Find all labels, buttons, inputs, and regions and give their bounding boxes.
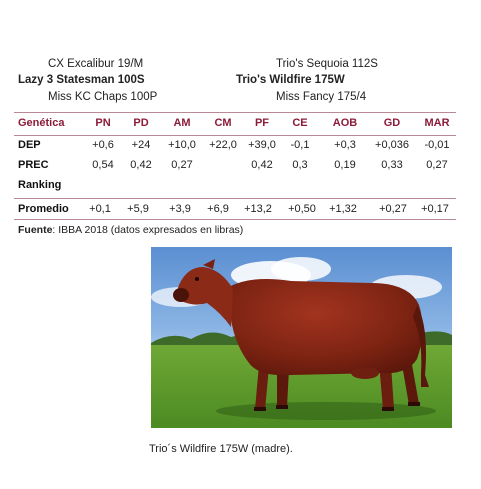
table-cell: +0,036 (375, 139, 409, 151)
header-pf: PF (254, 117, 270, 129)
table-cell: +0,1 (89, 203, 111, 215)
header-mar: MAR (424, 117, 450, 129)
cow-photo (151, 247, 452, 428)
table-cell: +0,3 (334, 139, 356, 151)
header-genetica: Genética (18, 117, 65, 129)
photo-caption: Trio´s Wildfire 175W (madre). (149, 443, 293, 455)
table-cell: 0,42 (251, 159, 273, 171)
header-aob: AOB (332, 117, 358, 129)
table-cell: -0,01 (424, 139, 450, 151)
table-cell: 0,54 (92, 159, 114, 171)
table-cell: +1,32 (329, 203, 357, 215)
table-cell: 0,3 (292, 159, 308, 171)
pedigree-dam-sire: Trio's Sequoia 112S (276, 58, 378, 70)
header-am: AM (173, 117, 191, 129)
header-cm: CM (214, 117, 232, 129)
cow-illustration (151, 257, 452, 428)
table-cell: +5,9 (127, 203, 149, 215)
header-gd: GD (383, 117, 401, 129)
table-cell: +0,50 (288, 203, 316, 215)
row-label: DEP (18, 139, 41, 151)
table-cell: +6,9 (207, 203, 229, 215)
table-cell: +10,0 (168, 139, 196, 151)
row-label: Ranking (18, 179, 62, 191)
table-average-rule (14, 198, 456, 199)
pedigree-dam-dam: Miss Fancy 175/4 (276, 91, 367, 103)
table-average-row: Promedio +0,1 +5,9 +3,9 +6,9 +13,2 +0,50… (0, 203, 481, 219)
pedigree-sire-sire: CX Excalibur 19/M (48, 58, 144, 70)
pedigree-dam: Trio's Wildfire 175W (236, 74, 345, 86)
table-cell: +39,0 (248, 139, 276, 151)
table-cell: 0,27 (171, 159, 193, 171)
table-bottom-rule (14, 219, 456, 220)
table-top-rule (14, 112, 456, 113)
pedigree-sire: Lazy 3 Statesman 100S (18, 74, 145, 86)
row-label: PREC (18, 159, 49, 171)
source-text: : IBBA 2018 (datos expresados en libras) (52, 224, 244, 236)
table-cell: +24 (131, 139, 151, 151)
table-cell: +0,27 (379, 203, 407, 215)
table-row: Ranking (0, 179, 481, 195)
header-pn: PN (95, 117, 111, 129)
table-cell: +22,0 (209, 139, 237, 151)
table-cell: +0,17 (421, 203, 449, 215)
row-label: Promedio (18, 203, 69, 215)
source-label: Fuente (18, 224, 53, 236)
source-note: Fuente: IBBA 2018 (datos expresados en l… (18, 224, 243, 236)
table-cell: 0,42 (130, 159, 152, 171)
table-row: PREC 0,54 0,42 0,27 0,42 0,3 0,19 0,33 0… (0, 159, 481, 175)
table-header-row: Genética PN PD AM CM PF CE AOB GD MAR (0, 117, 481, 133)
table-cell: 0,33 (381, 159, 403, 171)
table-cell: +3,9 (169, 203, 191, 215)
header-ce: CE (292, 117, 308, 129)
header-pd: PD (133, 117, 149, 129)
table-cell: +0,6 (92, 139, 114, 151)
pedigree-sire-dam: Miss KC Chaps 100P (48, 91, 158, 103)
table-cell: 0,19 (334, 159, 356, 171)
table-cell: 0,27 (426, 159, 448, 171)
table-header-rule (14, 135, 456, 136)
table-cell: -0,1 (290, 139, 310, 151)
table-row: DEP +0,6 +24 +10,0 +22,0 +39,0 -0,1 +0,3… (0, 139, 481, 155)
table-cell: +13,2 (244, 203, 272, 215)
